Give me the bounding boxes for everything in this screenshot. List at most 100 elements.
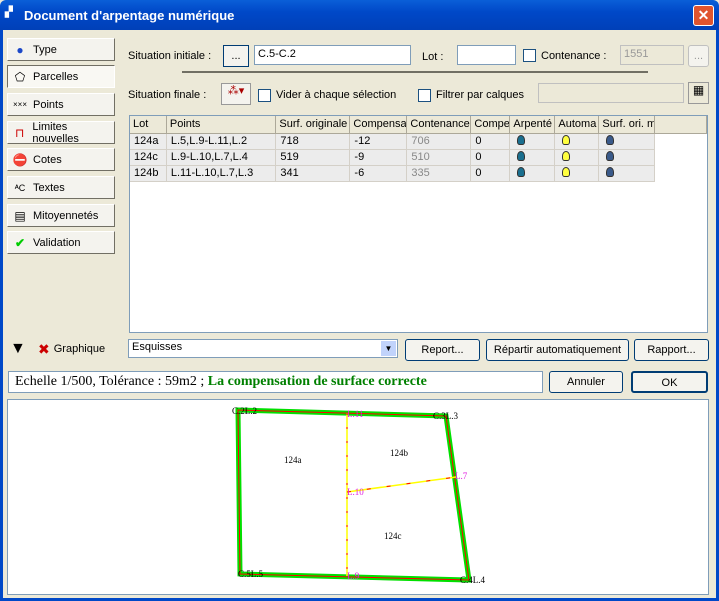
vider-label: Vider à chaque sélection: [276, 89, 397, 101]
contenance-checkbox[interactable]: [523, 49, 536, 62]
sidebar-item-label: Textes: [33, 181, 65, 194]
contenance-input[interactable]: 1551: [620, 45, 684, 65]
layers-icon[interactable]: ▦: [688, 82, 709, 104]
point-label: L.9: [347, 571, 360, 581]
browse-button[interactable]: ...: [223, 45, 249, 67]
table-cell: 718: [275, 133, 351, 150]
status-cell: [554, 165, 600, 182]
table-cell: 0: [470, 149, 511, 166]
sidebar-item-points[interactable]: ××× Points: [7, 93, 115, 116]
graphique-button[interactable]: ✖ Graphique: [38, 338, 105, 360]
situation-initiale-input[interactable]: C.5-C.2: [254, 45, 411, 65]
bulb-icon: [606, 166, 615, 177]
lot-label: 124c: [384, 531, 402, 541]
table-cell: -12: [349, 133, 408, 150]
column-header[interactable]: Surf. originale: [275, 116, 351, 134]
table-cell: 124a: [130, 133, 167, 150]
text-icon: ᴬC: [14, 182, 26, 193]
table-row[interactable]: 124b L.11-L.10,L.7,L.3 341 -6 335 0: [130, 165, 707, 182]
sidebar-item-limites[interactable]: ⊓ Limites nouvelles: [7, 120, 115, 145]
calques-input[interactable]: [538, 83, 684, 103]
sidebar-item-type[interactable]: ● Type: [7, 38, 115, 61]
close-button[interactable]: ✕: [693, 5, 714, 26]
parcel-icon: ⬠: [14, 69, 26, 84]
table-cell: 0: [470, 133, 511, 150]
sidebar-item-cotes[interactable]: ⛔ Cotes: [7, 148, 115, 171]
sidebar-item-parcelles[interactable]: ⬠ Parcelles: [7, 65, 115, 88]
help-icon: ●: [16, 42, 24, 57]
window-title: Document d'arpentage numérique: [24, 8, 235, 23]
status-field: Echelle 1/500, Tolérance : 59m2 ; La com…: [8, 371, 543, 393]
parcel-boundary-line: [237, 409, 470, 581]
contenance-browse-button[interactable]: ...: [688, 45, 709, 67]
filtrer-checkbox[interactable]: [418, 89, 431, 102]
check-icon: ✔: [14, 235, 26, 250]
column-header[interactable]: Compensa: [349, 116, 408, 134]
lot-input[interactable]: [457, 45, 516, 65]
graphique-label: Graphique: [53, 343, 106, 355]
lot-label: 124a: [284, 455, 302, 465]
window-frame: [0, 30, 719, 601]
annuler-button[interactable]: Annuler: [549, 371, 623, 393]
table-cell: 335: [406, 165, 472, 182]
sidebar-item-label: Parcelles: [33, 70, 79, 83]
column-header[interactable]: Compe: [470, 116, 511, 134]
points-icon: ×××: [12, 100, 27, 109]
status-cell: [598, 165, 656, 182]
status-cell: [509, 133, 556, 150]
table-cell: -9: [349, 149, 408, 166]
column-header[interactable]: Lot: [130, 116, 167, 134]
rapport-button[interactable]: Rapport...: [634, 339, 709, 361]
column-header[interactable]: Automa: [554, 116, 600, 134]
column-header[interactable]: Surf. ori. m: [598, 116, 656, 134]
bulb-icon: [517, 150, 526, 161]
sidebar-item-label: Limites nouvelles: [32, 120, 79, 145]
status-cell: [598, 133, 656, 150]
repartir-button[interactable]: Répartir automatiquement: [486, 339, 629, 361]
layer-select[interactable]: Esquisses ▼: [128, 339, 398, 358]
division-line-l10-l7: [346, 476, 457, 493]
sidebar-item-validation[interactable]: ✔ Validation: [7, 231, 115, 254]
column-header-filler: [654, 116, 707, 134]
arrow-down-icon[interactable]: ▼: [10, 340, 26, 357]
drawing-canvas[interactable]: C.2L.2 L.11 C.3L.3 L.7 L.10 C.5L.5 L.9 C…: [7, 399, 709, 595]
chevron-down-icon[interactable]: ▼: [381, 341, 396, 356]
no-entry-icon: ⛔: [12, 152, 28, 167]
hatch-icon: ▤: [14, 208, 26, 223]
bulb-icon: [517, 166, 526, 177]
sidebar-item-label: Validation: [33, 236, 81, 249]
point-label: C.3L.3: [433, 411, 459, 421]
table-row[interactable]: 124c L.9-L.10,L.7,L.4 519 -9 510 0: [130, 149, 707, 166]
point-label: C.4L.4: [460, 575, 486, 585]
report-button[interactable]: Report...: [405, 339, 480, 361]
column-header[interactable]: Arpenté: [509, 116, 556, 134]
bulb-icon: [562, 150, 571, 161]
sidebar-item-textes[interactable]: ᴬC Textes: [7, 176, 115, 199]
column-header[interactable]: Contenance: [406, 116, 472, 134]
lot-label: 124b: [390, 448, 409, 458]
ok-button[interactable]: OK: [631, 371, 708, 393]
bulb-icon: [606, 134, 615, 145]
point-label: L.11: [347, 409, 363, 419]
table-cell: 124b: [130, 165, 167, 182]
lot-label: Lot :: [422, 51, 444, 63]
status-cell: [509, 165, 556, 182]
sidebar-item-label: Mitoyennetés: [33, 209, 99, 222]
table-cell: 341: [275, 165, 351, 182]
sidebar-item-mitoyennetes[interactable]: ▤ Mitoyennetés: [7, 204, 115, 227]
point-label: C.5L.5: [238, 569, 264, 579]
parcel-table: Lot Points Surf. originale Compensa Contenan…: [129, 115, 708, 333]
sidebar-item-label: Type: [33, 43, 57, 56]
status-cell: [554, 149, 600, 166]
table-cell: -6: [349, 165, 408, 182]
table-row[interactable]: 124a L.5,L.9-L.11,L.2 718 -12 706 0: [130, 133, 707, 150]
select-parcels-icon[interactable]: ⁂▾: [221, 83, 251, 105]
table-cell: 519: [275, 149, 351, 166]
bulb-icon: [517, 134, 526, 145]
vider-checkbox[interactable]: [258, 89, 271, 102]
table-cell: 510: [406, 149, 472, 166]
column-header[interactable]: Points: [166, 116, 277, 134]
status-prefix: Echelle 1/500, Tolérance : 59m2 ;: [15, 374, 205, 389]
sidebar-item-label: Points: [33, 98, 64, 111]
sidebar-item-label: Cotes: [33, 153, 62, 166]
